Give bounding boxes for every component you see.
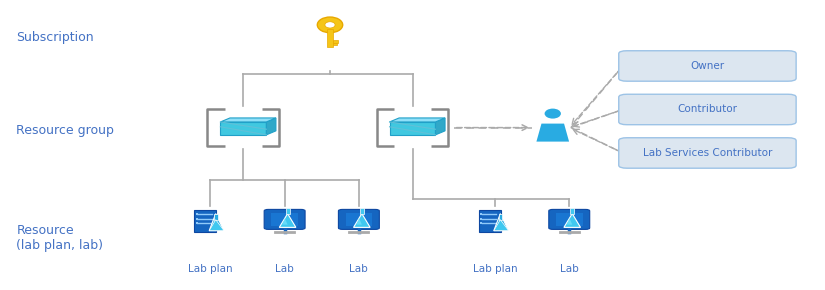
Polygon shape [266, 118, 276, 135]
Polygon shape [436, 118, 445, 135]
FancyBboxPatch shape [619, 138, 796, 168]
Text: Lab: Lab [276, 264, 294, 274]
Polygon shape [220, 122, 266, 135]
Text: Lab: Lab [350, 264, 368, 274]
Bar [498, 214, 502, 220]
Bar [214, 214, 218, 220]
Polygon shape [220, 118, 276, 122]
Polygon shape [210, 220, 224, 231]
Bar [556, 213, 582, 226]
FancyBboxPatch shape [619, 94, 796, 125]
Bar [333, 40, 338, 43]
Text: Lab Services Contributor: Lab Services Contributor [643, 148, 772, 158]
Bar [271, 213, 298, 226]
Bar [570, 208, 574, 214]
Bar [346, 213, 372, 226]
Bar [480, 222, 483, 224]
FancyBboxPatch shape [264, 209, 305, 229]
Ellipse shape [318, 17, 342, 33]
Bar [480, 213, 483, 215]
Text: Lab plan: Lab plan [473, 264, 517, 274]
Bar [360, 208, 364, 214]
Polygon shape [280, 214, 296, 227]
Polygon shape [210, 214, 224, 231]
Polygon shape [282, 218, 288, 225]
Polygon shape [494, 220, 509, 231]
Bar [333, 44, 337, 45]
FancyBboxPatch shape [194, 210, 216, 232]
Text: Contributor: Contributor [677, 104, 738, 115]
FancyBboxPatch shape [549, 209, 590, 229]
Ellipse shape [544, 108, 561, 119]
Bar [196, 222, 198, 224]
FancyBboxPatch shape [338, 209, 380, 229]
Text: Resource group: Resource group [16, 124, 115, 137]
Polygon shape [354, 214, 370, 227]
Text: Owner: Owner [691, 61, 724, 71]
Polygon shape [536, 124, 569, 142]
Bar [480, 218, 483, 220]
Polygon shape [356, 218, 362, 225]
FancyBboxPatch shape [619, 51, 796, 81]
Bar [196, 213, 198, 215]
Polygon shape [389, 118, 445, 122]
Ellipse shape [325, 22, 335, 28]
Text: Lab: Lab [560, 264, 578, 274]
Text: Subscription: Subscription [16, 31, 94, 44]
Bar [196, 218, 198, 220]
Text: Lab plan: Lab plan [188, 264, 233, 274]
Polygon shape [389, 122, 436, 135]
Polygon shape [494, 214, 509, 231]
Text: Resource
(lab plan, lab): Resource (lab plan, lab) [16, 224, 103, 252]
Polygon shape [567, 218, 573, 225]
FancyBboxPatch shape [478, 210, 501, 232]
Bar [285, 208, 290, 214]
Bar [327, 29, 333, 47]
Polygon shape [564, 214, 581, 227]
